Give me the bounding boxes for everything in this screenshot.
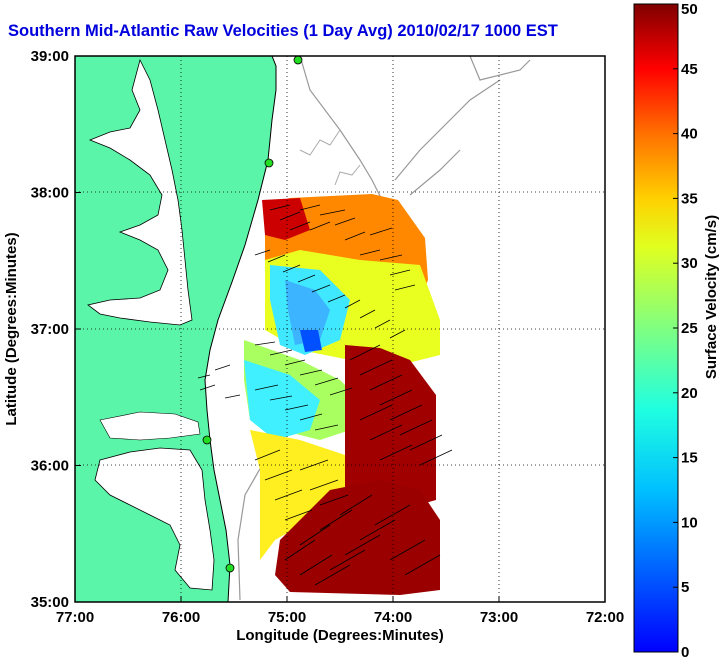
- x-tick-label: 72:00: [586, 609, 624, 626]
- colorbar-ticks: 0 5 10 15 20 25 30 35 40 45 50: [673, 1, 698, 659]
- plot-area: [74, 55, 606, 603]
- x-axis-ticks: 77:00 76:00 75:00 74:00 73:00 72:00: [56, 596, 624, 626]
- colorbar-tick-label: 35: [681, 190, 698, 207]
- velocity-field: [244, 194, 440, 595]
- radar-station-markers: [202, 56, 303, 573]
- station-marker: [293, 56, 303, 65]
- colorbar-tick-label: 50: [681, 1, 698, 18]
- velocity-vectors: [197, 204, 453, 586]
- colorbar: 0 5 10 15 20 25 30 35 40 45 50 Surface Velocity (c…: [633, 1, 720, 659]
- colorbar-gradient: [633, 3, 679, 653]
- colorbar-tick-label: 15: [681, 450, 698, 467]
- chesapeake-bay: [87, 58, 193, 326]
- colorbar-tick-label: 10: [681, 514, 698, 531]
- y-axis-ticks: 35:00 36:00 37:00 38:00 39:00: [31, 48, 81, 611]
- bathymetry-contour: [394, 56, 531, 196]
- x-tick-label: 76:00: [162, 609, 200, 626]
- colorbar-tick-label: 20: [681, 385, 698, 402]
- y-tick-label: 39:00: [31, 48, 69, 65]
- bathymetry-contour: [299, 129, 361, 186]
- y-tick-label: 36:00: [31, 458, 69, 475]
- chart-title: Southern Mid-Atlantic Raw Velocities (1 …: [8, 22, 558, 40]
- station-marker: [225, 563, 235, 573]
- colorbar-tick-label: 45: [681, 61, 698, 78]
- x-axis-label: Longitude (Degrees:Minutes): [236, 627, 444, 644]
- colorbar-tick-label: 5: [681, 579, 689, 596]
- x-tick-label: 74:00: [374, 609, 412, 626]
- colorbar-label: Surface Velocity (cm/s): [703, 215, 720, 379]
- x-tick-label: 75:00: [268, 609, 306, 626]
- y-axis-label: Latitude (Degrees:Minutes): [3, 232, 20, 425]
- station-marker: [264, 158, 274, 168]
- y-tick-label: 35:00: [31, 594, 69, 611]
- grid-lines: [75, 56, 605, 602]
- y-tick-label: 38:00: [31, 185, 69, 202]
- colorbar-tick-label: 40: [681, 126, 698, 143]
- colorbar-tick-label: 0: [681, 644, 689, 659]
- x-tick-label: 77:00: [56, 609, 94, 626]
- pamlico-sound: [94, 447, 215, 591]
- colorbar-tick-label: 25: [681, 320, 698, 337]
- x-tick-label: 73:00: [480, 609, 518, 626]
- y-tick-label: 37:00: [31, 321, 69, 338]
- albemarle-sound: [99, 411, 201, 441]
- station-marker: [202, 435, 212, 445]
- colorbar-tick-label: 30: [681, 255, 698, 272]
